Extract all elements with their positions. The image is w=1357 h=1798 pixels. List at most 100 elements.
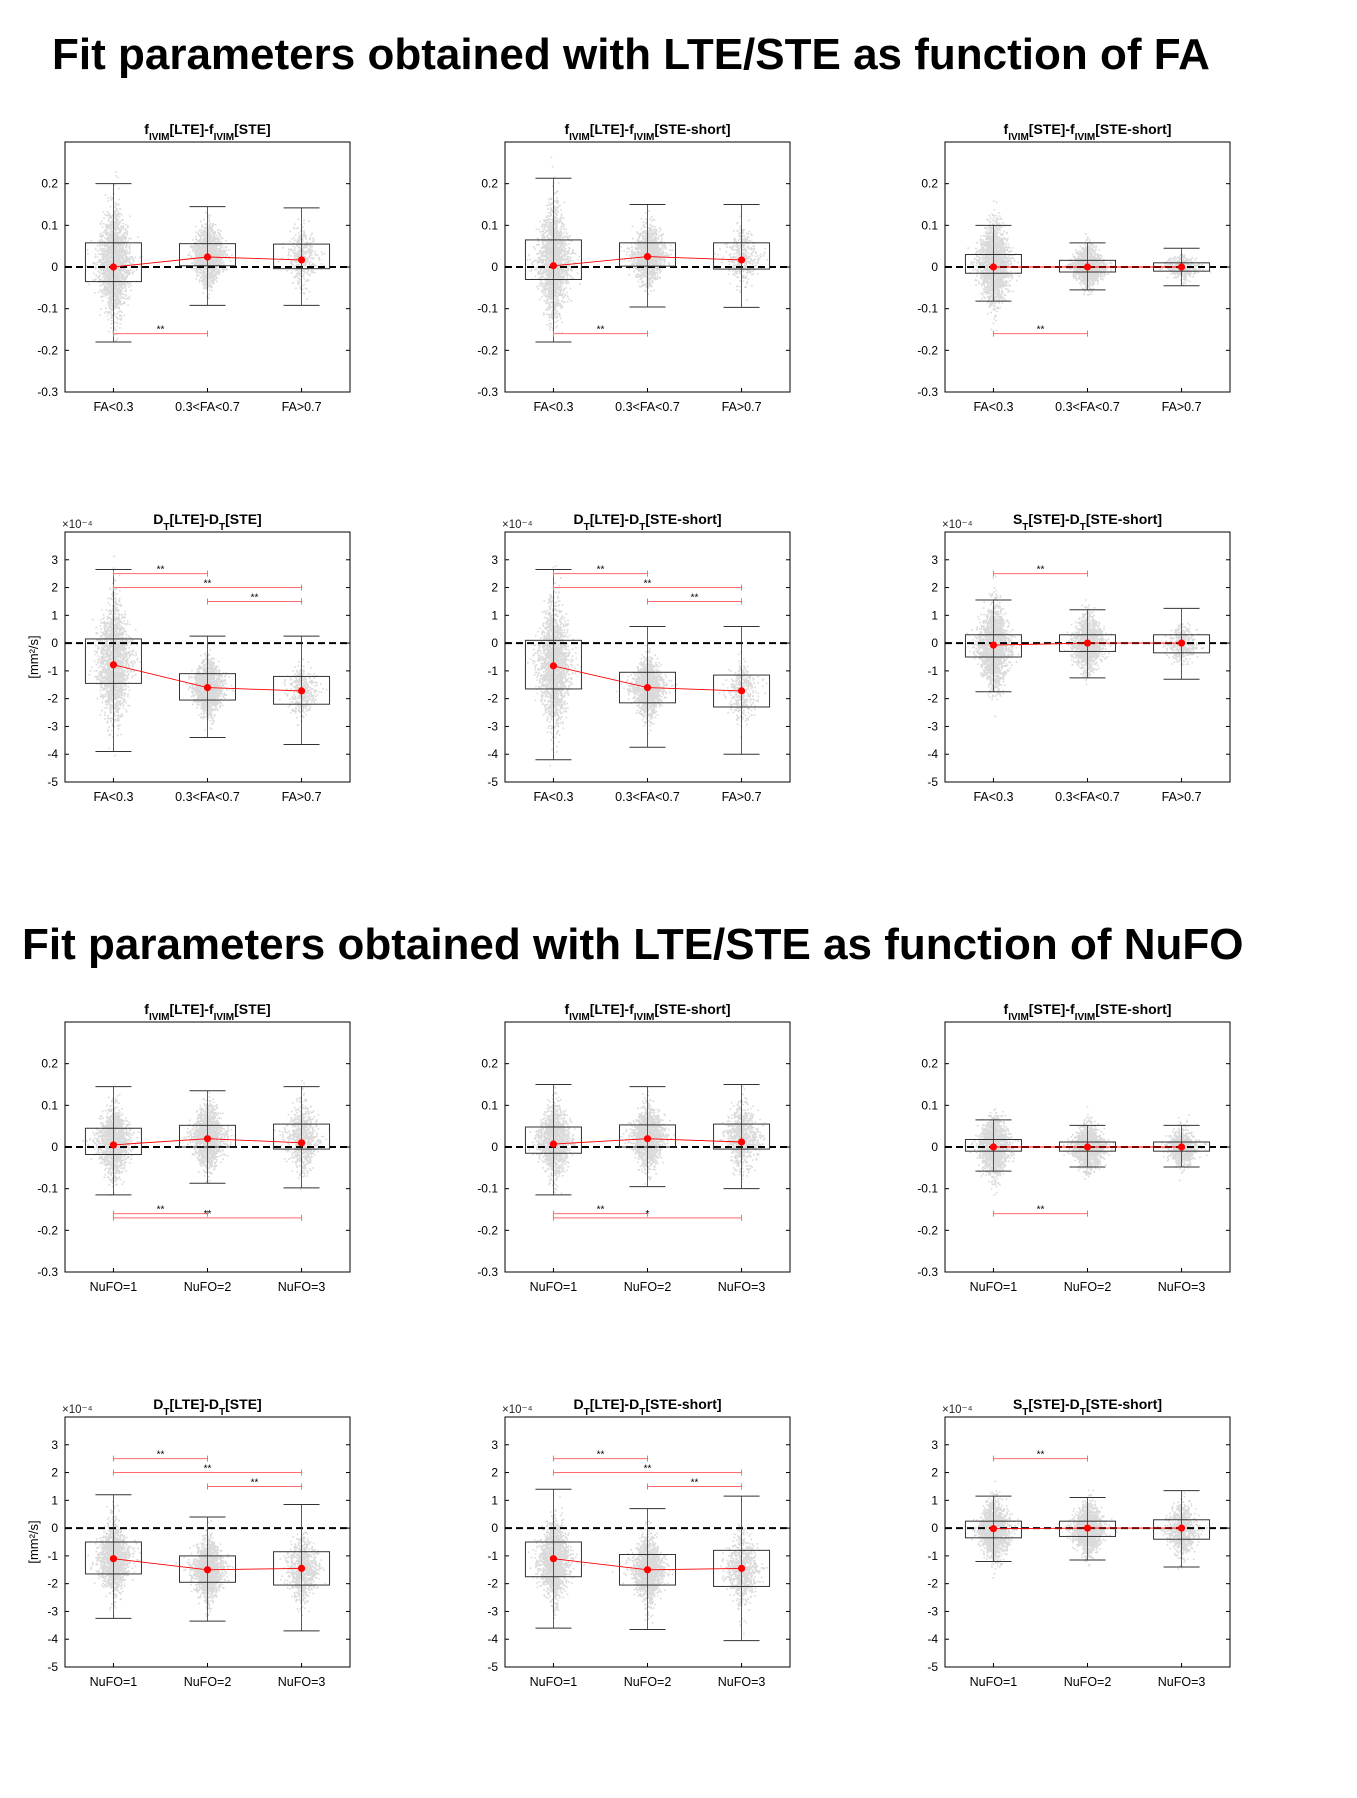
significance-label: ** — [251, 592, 259, 603]
x-tick-label: 0.3<FA<0.7 — [615, 400, 680, 414]
y-tick-label: -0.1 — [477, 302, 498, 316]
y-tick-label: 0 — [931, 260, 938, 274]
x-tick-label: FA<0.3 — [533, 790, 573, 804]
y-tick-label: 0 — [51, 260, 58, 274]
scatter-cloud-2 — [718, 651, 768, 738]
y-tick-label: 2 — [931, 1466, 938, 1480]
significance-label: ** — [1037, 1450, 1045, 1461]
y-tick-label: 0.2 — [481, 1057, 498, 1071]
significance-bracket-1: ** — [112, 1464, 303, 1476]
chart-title: DT[LTE]-DT[STE] — [153, 1396, 261, 1418]
median-point-1 — [203, 1566, 212, 1574]
panel-nufo-fivim-lte-ste-short: fIVIM[LTE]-fIVIM[STE-short] ** * -0.3 -0.2 -0… — [440, 1000, 880, 1380]
x-tick-label: 0.3<FA<0.7 — [615, 790, 680, 804]
y-tick-label: 0 — [491, 636, 498, 650]
significance-bracket-0: ** — [552, 565, 648, 577]
y-tick-label: 3 — [491, 553, 498, 567]
x-tick-label: NuFO=1 — [970, 1280, 1018, 1294]
y-tick-label: 3 — [51, 1438, 58, 1452]
chart-fa-fivim-ste-ste-short: fIVIM[STE]-fIVIM[STE-short] ** -0.3 -0.2 -0.… — [917, 121, 1231, 414]
y-axis-label: [mm²/s] — [26, 635, 41, 678]
significance-label: ** — [644, 579, 652, 590]
box-0 — [84, 569, 142, 752]
y-exponent-label: ×10⁻⁴ — [62, 519, 93, 531]
median-point-0 — [989, 1525, 998, 1533]
significance-bracket-2: ** — [207, 592, 303, 605]
scatter-cloud-0 — [85, 171, 143, 342]
y-tick-label: -3 — [47, 1604, 58, 1618]
y-tick-label: -4 — [927, 747, 938, 761]
y-tick-label: -0.1 — [477, 1182, 498, 1196]
significance-label: ** — [1037, 1205, 1045, 1216]
y-tick-label: -2 — [927, 1577, 938, 1591]
median-point-0 — [109, 1141, 118, 1149]
panel-nufo-fivim-lte-ste: fIVIM[LTE]-fIVIM[STE] ** ** -0.3 -0.2 -0.1 0 0.… — [0, 1000, 440, 1380]
scatter-cloud-0 — [966, 1107, 1020, 1196]
x-tick-label: FA<0.3 — [973, 400, 1013, 414]
chart-nufo-st-ste-ste-short: ST[STE]-DT[STE-short] ** -5 -4 -3 -2 -1 0 1 2 3 NuF… — [927, 1396, 1231, 1689]
y-tick-label: -1 — [927, 664, 938, 678]
significance-bracket-0: ** — [992, 325, 1088, 337]
y-exponent-label: ×10⁻⁴ — [62, 1404, 93, 1416]
median-point-1 — [1083, 1143, 1092, 1151]
median-point-0 — [989, 1143, 998, 1151]
chart-fa-fivim-lte-ste-short: fIVIM[LTE]-fIVIM[STE-short] ** -0.3 -0.2 -0.… — [477, 121, 791, 414]
median-point-2 — [737, 1138, 746, 1146]
chart-title: fIVIM[LTE]-fIVIM[STE] — [144, 121, 270, 143]
panel-fa-st-ste-ste-short: ST[STE]-DT[STE-short] ** -5 -4 -3 -2 -1 0 1 2 3 FA<… — [880, 510, 1320, 890]
y-tick-label: 1 — [931, 608, 938, 622]
chart-title: DT[LTE]-DT[STE-short] — [573, 511, 721, 533]
significance-bracket-0: ** — [112, 1205, 208, 1217]
chart-title: DT[LTE]-DT[STE] — [153, 511, 261, 533]
x-tick-label: NuFO=3 — [1158, 1280, 1206, 1294]
y-tick-label: 0.1 — [921, 218, 938, 232]
y-tick-label: -0.3 — [477, 385, 498, 399]
y-tick-label: -0.1 — [37, 1182, 58, 1196]
scatter-clouds — [966, 575, 1204, 718]
y-tick-label: -2 — [487, 1577, 498, 1591]
x-tick-label: NuFO=3 — [1158, 1675, 1206, 1689]
median-point-1 — [643, 683, 652, 692]
significance-label: ** — [597, 565, 605, 576]
median-point-0 — [989, 641, 998, 649]
significance-label: ** — [597, 1205, 605, 1216]
chart-nufo-fivim-ste-ste-short: fIVIM[STE]-fIVIM[STE-short] ** -0.3 -0.2 -0.… — [917, 1001, 1231, 1294]
y-tick-label: -5 — [47, 775, 58, 789]
box-0 — [524, 1084, 582, 1196]
y-tick-label: 0 — [51, 1521, 58, 1535]
median-point-0 — [109, 263, 118, 271]
chart-fa-fivim-lte-ste: fIVIM[LTE]-fIVIM[STE] ** -0.3 -0.2 -0.1 0 0.1 0… — [37, 121, 351, 414]
significance-bracket-0: ** — [552, 1205, 648, 1217]
scatter-cloud-2 — [274, 1079, 330, 1191]
box-1 — [1059, 1497, 1116, 1561]
significance-label: ** — [597, 325, 605, 336]
y-tick-label: 0.2 — [481, 177, 498, 191]
median-point-0 — [549, 1555, 558, 1563]
y-tick-label: -0.2 — [917, 1223, 938, 1237]
y-tick-label: 0.1 — [481, 218, 498, 232]
panel-fa-fivim-lte-ste: fIVIM[LTE]-fIVIM[STE] ** -0.3 -0.2 -0.1 0 0.1 0… — [0, 120, 440, 500]
y-tick-label: 0.2 — [41, 1057, 58, 1071]
x-tick-label: FA>0.7 — [282, 400, 322, 414]
significance-bracket-2: ** — [207, 1477, 303, 1490]
y-tick-label: 0 — [491, 1521, 498, 1535]
section-title-nufo: Fit parameters obtained with LTE/STE as … — [22, 920, 1244, 969]
x-tick-label: FA<0.3 — [533, 400, 573, 414]
chart-fa-dt-lte-ste-short: DT[LTE]-DT[STE-short] ** ** ** -5 -4 -3 -2 -1 0 1 2… — [487, 511, 791, 804]
y-exponent-label: ×10⁻⁴ — [942, 1404, 973, 1416]
box-2 — [713, 204, 771, 308]
significance-bracket-0: ** — [552, 325, 648, 337]
y-tick-label: -0.1 — [917, 1182, 938, 1196]
x-tick-label: NuFO=3 — [278, 1280, 326, 1294]
chart-nufo-dt-lte-ste-short: DT[LTE]-DT[STE-short] ** ** ** -5 -4 -3 -2 -1 0 1 2… — [487, 1396, 791, 1689]
x-tick-label: NuFO=2 — [624, 1280, 672, 1294]
panel-nufo-dt-lte-ste: DT[LTE]-DT[STE] ** ** ** -5 -4 -3 -2 -1 0 1 2 3 NuFO=… — [0, 1395, 440, 1775]
y-tick-label: -1 — [927, 1549, 938, 1563]
y-tick-label: 0 — [931, 1140, 938, 1154]
chart-nufo-fivim-lte-ste-short: fIVIM[LTE]-fIVIM[STE-short]** *-0.3-0.2-0… — [477, 1001, 791, 1294]
median-point-2 — [297, 687, 306, 695]
significance-label: * — [646, 1209, 650, 1220]
y-tick-label: 2 — [491, 1466, 498, 1480]
chart-title: fIVIM[LTE]-fIVIM[STE-short] — [564, 121, 730, 143]
box-0 — [84, 1086, 142, 1196]
